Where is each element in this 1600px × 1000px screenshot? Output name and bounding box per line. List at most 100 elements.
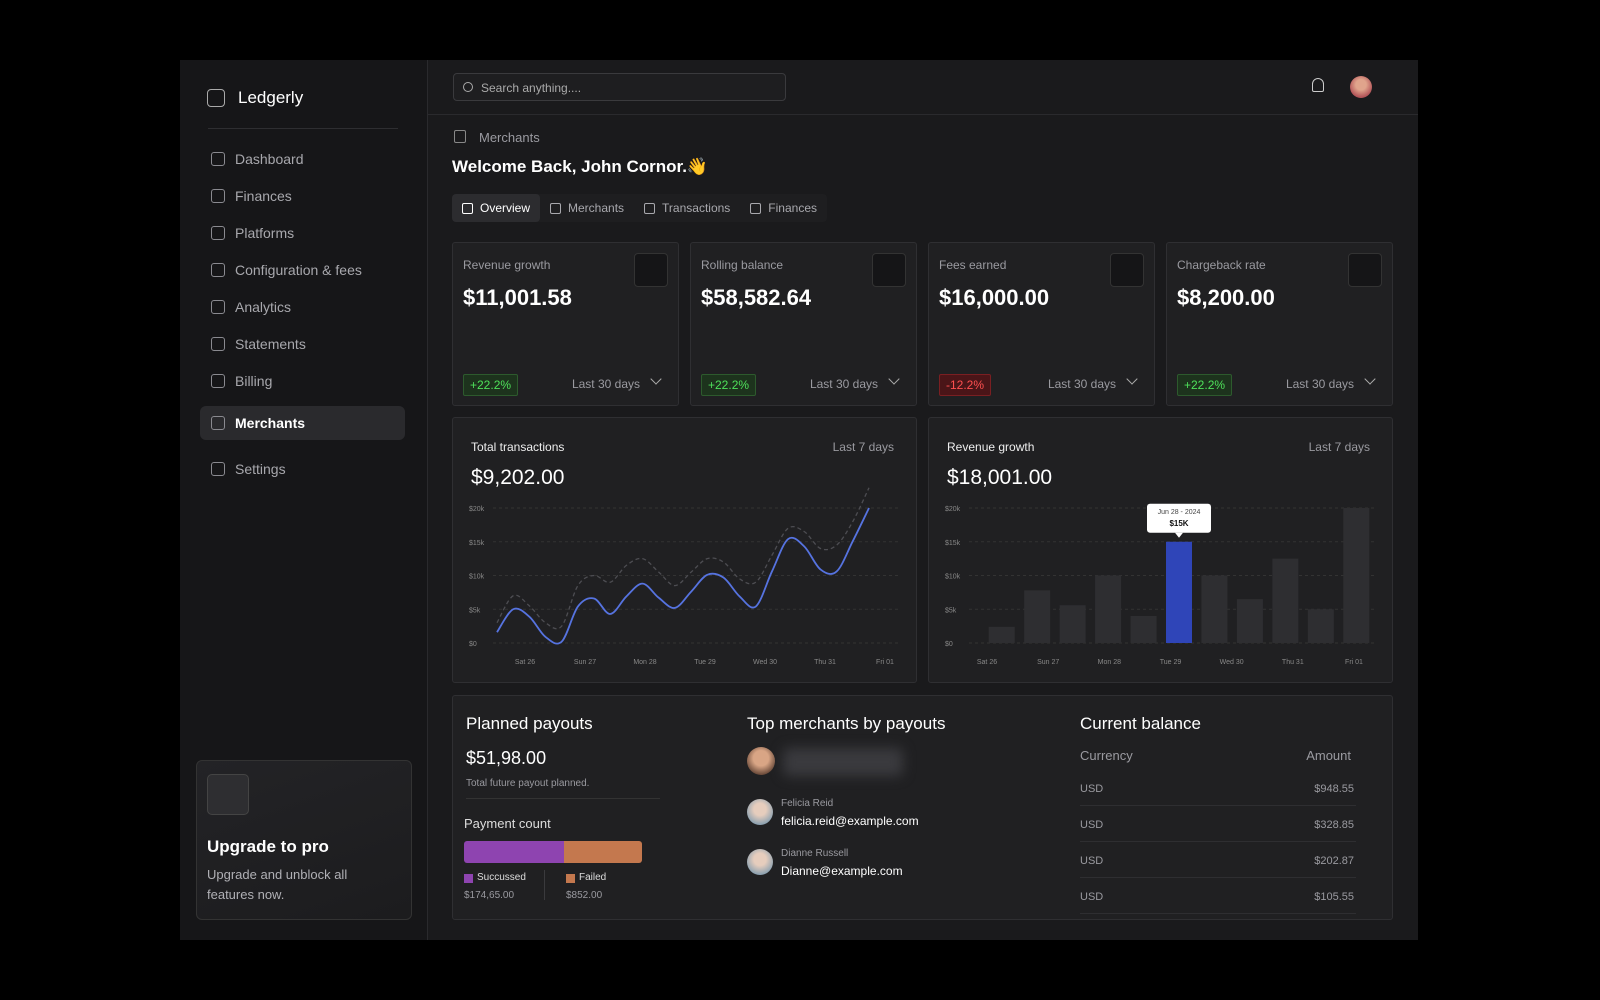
x-tick-label: Sun 27 — [574, 659, 596, 666]
line-series — [496, 507, 870, 645]
nav-label: Merchants — [235, 415, 306, 431]
brand: Ledgerly — [238, 88, 304, 107]
legend-swatch — [464, 874, 473, 883]
chart-title: Revenue growth — [947, 440, 1035, 454]
x-tick-label: Tue 29 — [1160, 659, 1182, 666]
nav-icon — [211, 152, 225, 166]
bar — [1236, 599, 1263, 643]
stat-period[interactable]: Last 30 days — [1047, 377, 1116, 391]
avatar[interactable] — [1350, 76, 1372, 98]
nav-item[interactable]: Analytics — [200, 290, 405, 324]
stat-card: Revenue growth $11,001.58 +22.2% Last 30 da… — [452, 242, 679, 406]
row-divider — [1080, 913, 1356, 914]
x-tick-label: Mon 28 — [633, 659, 656, 666]
tab-label: Finances — [768, 201, 817, 215]
tab-label: Transactions — [662, 201, 731, 215]
nav-icon — [211, 374, 225, 388]
upgrade-icon — [207, 774, 249, 815]
welcome: Welcome Back, John Cornor.👋 — [452, 157, 709, 176]
bell[interactable] — [1312, 78, 1324, 92]
balance-amount: $328.85 — [1314, 819, 1354, 831]
x-tick-label: Fri 01 — [876, 659, 894, 666]
nav-item[interactable]: Finances — [200, 179, 405, 213]
tab[interactable]: Transactions — [634, 194, 740, 222]
nav-icon — [211, 462, 225, 476]
line-series — [496, 487, 870, 630]
balance-currency: USD — [1080, 783, 1104, 795]
stat-value: $8,200.00 — [1177, 285, 1275, 310]
stat-value: $16,000.00 — [939, 285, 1050, 310]
stat-label: Revenue growth — [463, 258, 551, 272]
y-tick-label: $15k — [469, 540, 485, 547]
bar — [1024, 590, 1051, 643]
stat-period[interactable]: Last 30 days — [571, 377, 640, 391]
nav-item[interactable]: Configuration & fees — [200, 253, 405, 287]
y-tick-label: $20k — [469, 506, 485, 513]
nav-label: Configuration & fees — [235, 262, 362, 278]
nav-item[interactable]: Statements — [200, 327, 405, 361]
chevron — [1364, 373, 1376, 385]
stat-period[interactable]: Last 30 days — [1285, 377, 1354, 391]
tab[interactable]: Overview — [452, 194, 541, 222]
stat-card: Fees earned $16,000.00 -12.2% Last 30 days — [928, 242, 1155, 406]
nav-label: Analytics — [235, 299, 292, 315]
search[interactable]: Search anything.... — [453, 73, 786, 101]
nav-label: Finances — [235, 188, 292, 204]
stat-label: Rolling balance — [701, 258, 784, 272]
legend-amount: $174,65.00 — [464, 890, 515, 901]
x-tick-label: Tue 29 — [694, 659, 716, 666]
tooltip-value: $15K — [1169, 519, 1188, 528]
tab[interactable]: Merchants — [540, 194, 634, 222]
nav-icon — [211, 263, 225, 277]
stat-icon — [634, 253, 668, 287]
chart-card: Revenue growth Last 7 days $18,001.00 $0 $5k… — [928, 417, 1393, 683]
breadcrumb-icon — [454, 130, 466, 143]
upgrade-text: Upgrade and unblock all features now. — [207, 867, 348, 902]
bar — [1201, 575, 1228, 643]
chart-period: Last 7 days — [1308, 440, 1370, 454]
bar — [1059, 605, 1086, 643]
merchant-email: felicia.reid@example.com — [781, 814, 919, 828]
chart-title: Total transactions — [471, 440, 565, 454]
nav-item[interactable]: Merchants — [200, 406, 405, 440]
stat-value: $58,582.64 — [701, 285, 812, 310]
x-tick-label: Sat 26 — [515, 659, 535, 666]
nav-item[interactable]: Platforms — [200, 216, 405, 250]
bar — [1343, 508, 1370, 643]
balance-header: Amount — [1306, 748, 1351, 763]
nav-label: Statements — [235, 336, 306, 352]
payouts-amount: $51,98.00 — [466, 748, 547, 768]
row-divider — [1080, 877, 1356, 878]
stat-change: +22.2% — [463, 374, 519, 396]
stat-period[interactable]: Last 30 days — [809, 377, 878, 391]
payouts-subtitle: Total future payout planned. — [466, 778, 590, 789]
tab-icon — [550, 202, 562, 214]
breadcrumb: Merchants — [479, 130, 540, 145]
stat-card: Chargeback rate $8,200.00 +22.2% Last 30 da… — [1166, 242, 1393, 406]
sidebar: Ledgerly Upgrade to pro Upgrade and unbl… — [180, 60, 428, 940]
x-tick-label: Thu 31 — [1282, 659, 1304, 666]
stat-icon — [1110, 253, 1144, 287]
x-tick-label: Wed 30 — [753, 659, 777, 666]
bar — [1095, 575, 1122, 643]
blurred-merchant — [783, 748, 903, 776]
nav-item[interactable]: Dashboard — [200, 142, 405, 176]
tab[interactable]: Finances — [740, 194, 827, 222]
nav-icon — [211, 337, 225, 351]
legend-amount: $852.00 — [566, 890, 603, 901]
stat-value: $11,001.58 — [463, 285, 572, 310]
app: Ledgerly Upgrade to pro Upgrade and unbl… — [180, 60, 1418, 940]
y-tick-label: $10k — [469, 574, 485, 581]
nav-icon — [211, 226, 225, 240]
nav-item[interactable]: Billing — [200, 364, 405, 398]
chart-card: Total transactions Last 7 days $9,202.00 $0… — [452, 417, 917, 683]
tab-label: Merchants — [568, 201, 625, 215]
chart: $0 $5k $10k $15k $20k Sat 26 Sun 27 Mon 28 Tue 2… — [945, 503, 1374, 666]
balance-currency: USD — [1080, 819, 1104, 831]
chevron — [1126, 373, 1138, 385]
row-divider — [1080, 805, 1356, 806]
bottom-card: Planned payouts $51,98.00 Total future p… — [452, 695, 1393, 920]
nav-item[interactable]: Settings — [200, 452, 405, 486]
stat-label: Fees earned — [939, 258, 1007, 272]
